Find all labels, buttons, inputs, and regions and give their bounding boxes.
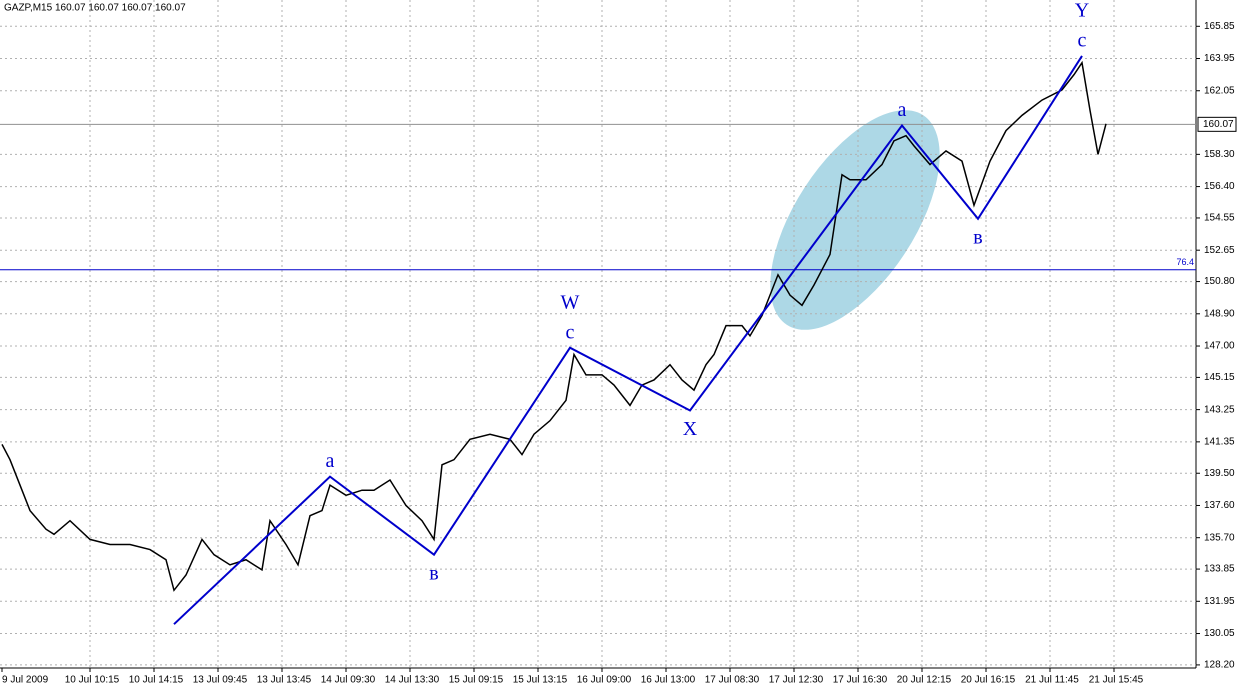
x-tick-label: 9 Jul 2009 bbox=[2, 675, 49, 686]
wave-label: в bbox=[973, 226, 982, 248]
x-tick-label: 17 Jul 12:30 bbox=[769, 675, 824, 686]
x-tick-label: 14 Jul 09:30 bbox=[321, 675, 376, 686]
y-tick-label: 156.40 bbox=[1204, 181, 1235, 192]
x-tick-label: 13 Jul 09:45 bbox=[193, 675, 248, 686]
y-tick-label: 147.00 bbox=[1204, 341, 1235, 352]
wave-label: в bbox=[429, 562, 438, 584]
y-tick-label: 141.35 bbox=[1204, 437, 1235, 448]
y-tick-label: 154.55 bbox=[1204, 213, 1235, 224]
y-tick-label: 135.70 bbox=[1204, 532, 1235, 543]
x-tick-label: 16 Jul 13:00 bbox=[641, 675, 696, 686]
wave-label: c bbox=[1078, 30, 1087, 52]
x-tick-label: 16 Jul 09:00 bbox=[577, 675, 632, 686]
y-tick-label: 137.60 bbox=[1204, 500, 1235, 511]
y-tick-label: 143.25 bbox=[1204, 404, 1235, 415]
wave-label: a bbox=[898, 99, 907, 121]
last-price-box bbox=[1197, 116, 1237, 132]
y-tick-label: 150.80 bbox=[1204, 276, 1235, 287]
y-tick-label: 133.85 bbox=[1204, 564, 1235, 575]
y-tick-label: 165.85 bbox=[1204, 21, 1235, 32]
x-tick-label: 20 Jul 12:15 bbox=[897, 675, 952, 686]
wave-label: X bbox=[683, 418, 698, 440]
y-tick-label: 152.65 bbox=[1204, 245, 1235, 256]
wave-label: a bbox=[326, 450, 335, 472]
y-tick-label: 128.20 bbox=[1204, 660, 1235, 671]
y-tick-label: 163.95 bbox=[1204, 53, 1235, 64]
x-tick-label: 17 Jul 08:30 bbox=[705, 675, 760, 686]
price-line bbox=[1, 60, 1107, 592]
x-tick-label: 17 Jul 16:30 bbox=[833, 675, 888, 686]
y-tick-label: 130.05 bbox=[1204, 628, 1235, 639]
y-tick-label: 148.90 bbox=[1204, 308, 1235, 319]
x-tick-label: 21 Jul 15:45 bbox=[1089, 675, 1144, 686]
x-tick-label: 20 Jul 16:15 bbox=[961, 675, 1016, 686]
y-tick-label: 162.05 bbox=[1204, 85, 1235, 96]
x-tick-label: 21 Jul 11:45 bbox=[1025, 675, 1079, 686]
x-tick-label: 14 Jul 13:30 bbox=[385, 675, 440, 686]
y-tick-label: 158.30 bbox=[1204, 149, 1235, 160]
x-tick-label: 10 Jul 10:15 bbox=[65, 675, 120, 686]
chart-title: GAZP,M15 160.07 160.07 160.07 160.07 bbox=[4, 3, 186, 14]
highlight-ellipse bbox=[770, 110, 940, 330]
x-tick-label: 13 Jul 13:45 bbox=[257, 675, 312, 686]
x-tick-label: 10 Jul 14:15 bbox=[129, 675, 184, 686]
fib-level-label: 76.4 bbox=[1176, 257, 1194, 267]
wave-label: c bbox=[566, 321, 575, 343]
x-tick-label: 15 Jul 09:15 bbox=[449, 675, 504, 686]
y-tick-label: 131.95 bbox=[1204, 596, 1235, 607]
wave-label: Y bbox=[1075, 0, 1089, 22]
last-price-label: 160.07 bbox=[1203, 119, 1234, 130]
wave-label: W bbox=[561, 291, 580, 313]
y-tick-label: 145.15 bbox=[1204, 372, 1235, 383]
wave-line bbox=[173, 55, 1083, 625]
y-tick-label: 139.50 bbox=[1204, 468, 1235, 479]
x-tick-label: 15 Jul 13:15 bbox=[513, 675, 568, 686]
